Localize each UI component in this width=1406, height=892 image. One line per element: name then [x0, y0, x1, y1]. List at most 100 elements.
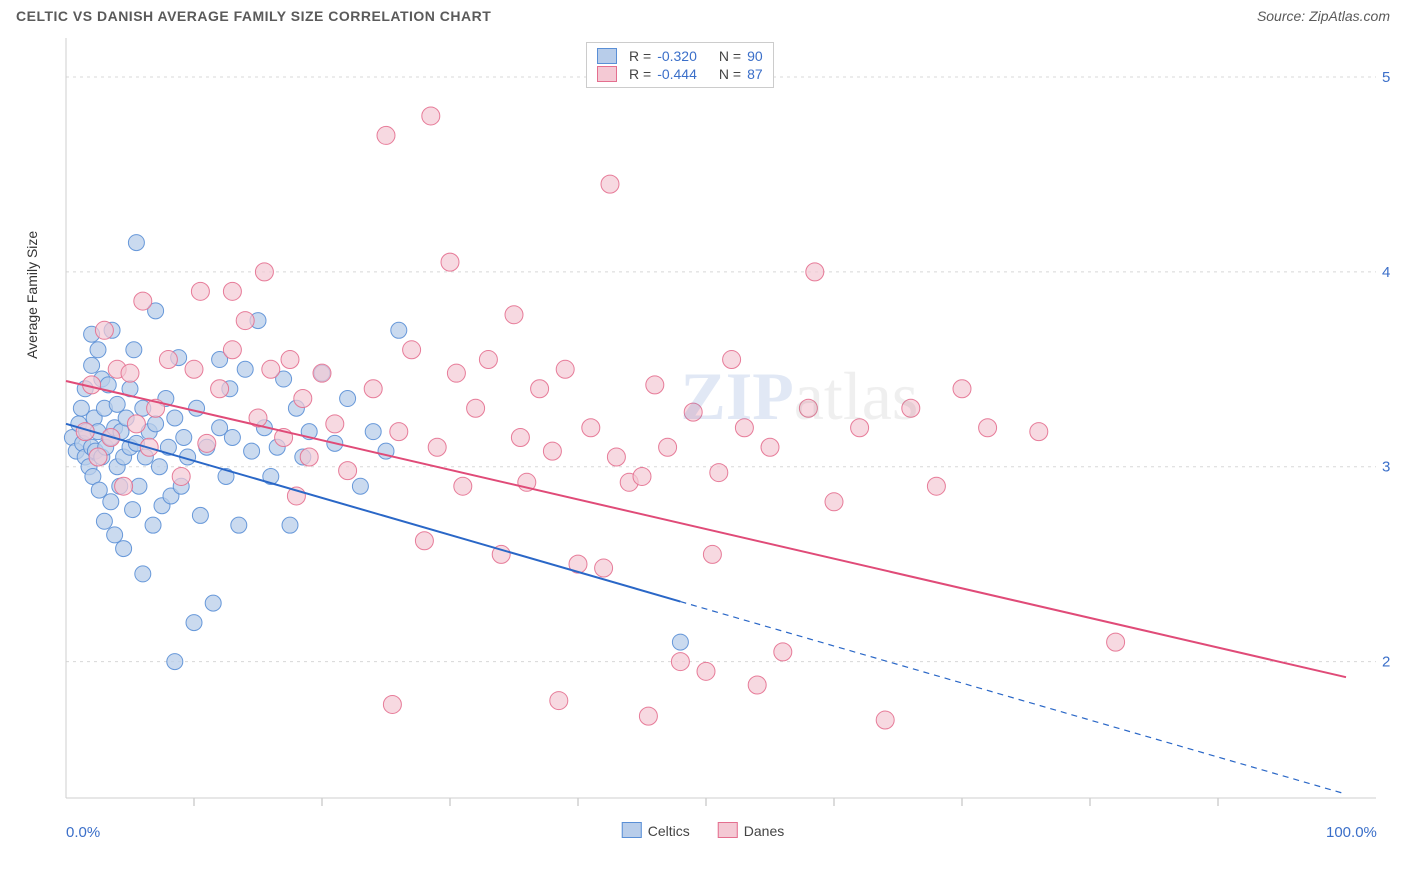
data-point — [186, 615, 202, 631]
data-point — [159, 351, 177, 369]
data-point — [365, 424, 381, 440]
data-point — [851, 419, 869, 437]
data-point — [422, 107, 440, 125]
data-point — [95, 321, 113, 339]
data-point — [582, 419, 600, 437]
scatter-chart: 2.003.004.005.00 — [16, 28, 1390, 818]
data-point — [601, 175, 619, 193]
data-point — [339, 462, 357, 480]
data-point — [135, 566, 151, 582]
legend-r-value: -0.320 — [657, 48, 697, 64]
data-point — [172, 467, 190, 485]
data-point — [479, 351, 497, 369]
x-axis-max-label: 100.0% — [1326, 824, 1377, 841]
data-point — [531, 380, 549, 398]
data-point — [125, 502, 141, 518]
data-point — [876, 711, 894, 729]
data-point — [352, 478, 368, 494]
data-point — [447, 364, 465, 382]
legend-n-value: 87 — [747, 66, 763, 82]
data-point — [205, 595, 221, 611]
data-point — [126, 342, 142, 358]
data-point — [927, 477, 945, 495]
data-point — [774, 643, 792, 661]
svg-text:5.00: 5.00 — [1382, 69, 1390, 86]
data-point — [979, 419, 997, 437]
data-point — [403, 341, 421, 359]
data-point — [428, 438, 446, 456]
data-point — [902, 399, 920, 417]
data-point — [131, 478, 147, 494]
data-point — [415, 532, 433, 550]
data-point — [723, 351, 741, 369]
data-point — [96, 513, 112, 529]
data-point — [383, 695, 401, 713]
data-point — [121, 364, 139, 382]
source-label: Source: ZipAtlas.com — [1257, 8, 1390, 24]
data-point — [176, 429, 192, 445]
data-point — [107, 527, 123, 543]
data-point — [281, 351, 299, 369]
data-point — [192, 507, 208, 523]
legend-swatch — [718, 822, 738, 838]
data-point — [262, 360, 280, 378]
data-point — [185, 360, 203, 378]
data-point — [748, 676, 766, 694]
data-point — [198, 434, 216, 452]
legend-label: Danes — [744, 823, 784, 839]
trend-line — [66, 381, 1346, 677]
legend-n-label: N = — [719, 66, 741, 82]
data-point — [671, 653, 689, 671]
data-point — [300, 448, 318, 466]
data-point — [377, 126, 395, 144]
data-point — [244, 443, 260, 459]
data-point — [145, 517, 161, 533]
legend-swatch — [597, 48, 617, 64]
svg-text:2.00: 2.00 — [1382, 654, 1390, 671]
data-point — [313, 364, 331, 382]
data-point — [953, 380, 971, 398]
data-point — [467, 399, 485, 417]
data-point — [761, 438, 779, 456]
data-point — [148, 416, 164, 432]
data-point — [84, 357, 100, 373]
data-point — [556, 360, 574, 378]
svg-text:3.00: 3.00 — [1382, 459, 1390, 476]
legend-r-label: R = — [629, 66, 651, 82]
data-point — [127, 415, 145, 433]
data-point — [799, 399, 817, 417]
data-point — [735, 419, 753, 437]
data-point — [441, 253, 459, 271]
data-point — [595, 559, 613, 577]
data-point — [236, 312, 254, 330]
data-point — [672, 634, 688, 650]
trend-line-extrapolated — [680, 602, 1346, 795]
data-point — [454, 477, 472, 495]
data-point — [294, 390, 312, 408]
data-point — [639, 707, 657, 725]
legend-n-label: N = — [719, 48, 741, 64]
data-point — [646, 376, 664, 394]
data-point — [391, 322, 407, 338]
data-point — [390, 423, 408, 441]
data-point — [90, 342, 106, 358]
x-axis-footer: 0.0% CelticsDanes 100.0% — [16, 820, 1390, 850]
legend-n-value: 90 — [747, 48, 763, 64]
legend-row: R = -0.320N = 90 — [597, 47, 763, 65]
data-point — [684, 403, 702, 421]
data-point — [89, 448, 107, 466]
data-point — [191, 282, 209, 300]
data-point — [211, 380, 229, 398]
legend-label: Celtics — [648, 823, 690, 839]
series-legend: Celtics Danes — [622, 822, 784, 839]
data-point — [224, 429, 240, 445]
legend-row: R = -0.444N = 87 — [597, 65, 763, 83]
legend-item: Danes — [718, 822, 784, 839]
data-point — [134, 292, 152, 310]
data-point — [151, 459, 167, 475]
data-point — [103, 494, 119, 510]
chart-title: CELTIC VS DANISH AVERAGE FAMILY SIZE COR… — [16, 8, 491, 24]
data-point — [255, 263, 273, 281]
data-point — [806, 263, 824, 281]
data-point — [116, 541, 132, 557]
